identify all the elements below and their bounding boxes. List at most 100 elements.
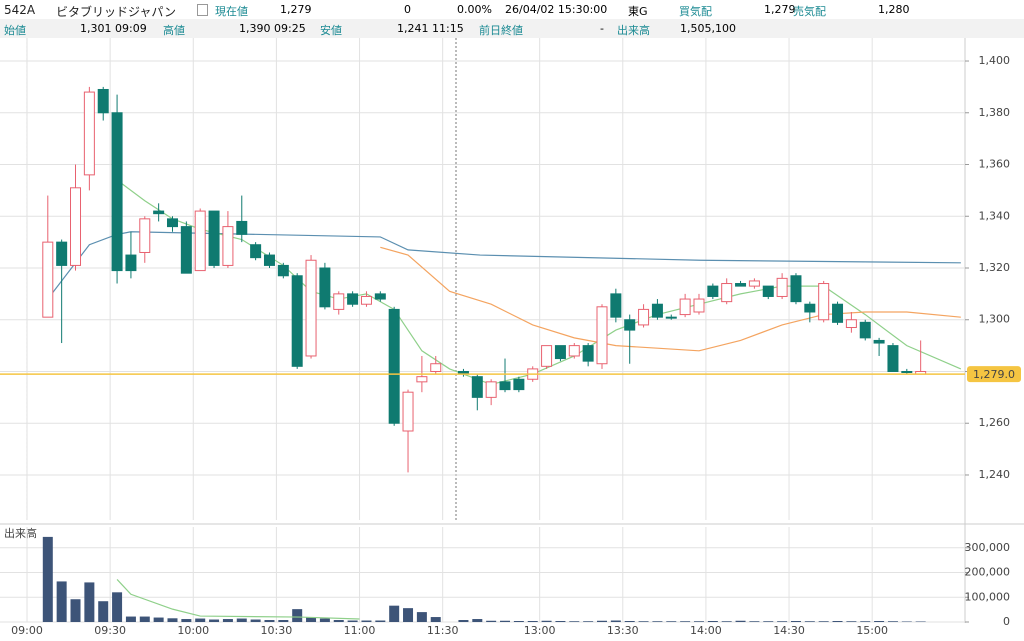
volume-bar [541,620,552,622]
code: 542A [4,3,36,17]
candle-body [56,241,68,266]
candle-body [596,306,608,365]
candle-body [139,218,151,253]
y-tick-label: 1,300 [979,313,1011,326]
candle-body [665,316,677,319]
header: 542A ビタブリッドジャパン 現在値 1,279 0 0.00% 26/04/… [0,0,1024,38]
x-tick-label: 14:00 [690,624,722,637]
x-tick-label: 15:00 [856,624,888,637]
volume-bar [333,620,344,622]
volume-bar [652,621,663,622]
volume-bar [98,601,109,622]
volume-bar [209,619,220,622]
volume-bar [292,609,303,622]
label: 売気配 [793,5,826,18]
volume-bar [139,616,150,622]
line [47,231,961,300]
x-tick-label: 11:00 [344,624,376,637]
volume-bar [721,621,732,622]
candle-body [610,293,622,318]
volume-bar [278,620,289,622]
x-tick-label: 13:00 [524,624,556,637]
volume-bar [804,621,815,622]
x-tick-label: 09:00 [11,624,43,637]
value: - [600,22,604,35]
candle-body [153,210,165,215]
volume-bar [361,620,372,622]
candle-body [832,303,844,323]
volume-bar [846,621,857,622]
y-tick-label: 1,340 [979,209,1011,222]
candle-body [638,308,650,326]
label: 買気配 [679,5,712,18]
panel-title: 出来高 [4,526,37,540]
candle-body [70,187,82,266]
x-tick-label: 14:30 [773,624,805,637]
volume-bar [84,582,95,622]
volume-bar [500,620,511,622]
volume-bar [167,618,178,622]
volume-bar [818,621,829,622]
volume-bar [555,621,566,622]
volume-bar [306,617,317,622]
candle-body [541,345,553,367]
volume-bar [790,621,801,622]
y-tick-label: 1,360 [979,158,1011,171]
candle-body [873,339,885,344]
line [380,246,961,352]
label: 安値 [320,24,342,37]
volume-bar [513,621,524,622]
header-row: 542A ビタブリッドジャパン 現在値 1,279 0 0.00% 26/04/… [0,0,1024,20]
candle-body [845,319,857,329]
candle-body [748,280,760,287]
x-tick-label: 10:00 [177,624,209,637]
candle-body [333,293,345,310]
candle-body [250,244,262,259]
value: 1,505,100 [680,22,736,35]
value: 0.00% [457,3,492,16]
volume-bar [860,621,871,622]
candle-body [291,275,303,367]
candle-body [735,283,747,287]
candle-body [83,91,95,176]
value: 1,390 09:25 [239,22,306,35]
volume-bar [874,621,885,622]
candle-body [388,308,400,424]
line [116,179,962,386]
volume-bar [458,620,469,622]
candle-body [776,277,788,297]
candle-body [194,210,206,272]
y-tick-label: 1,320 [979,261,1011,274]
volume-bar [389,605,400,622]
candle-body [485,381,497,398]
volume-bar [222,619,233,622]
label: 現在値 [215,5,248,18]
candle-body [554,345,566,360]
volume-bar [887,621,898,622]
candle-body [790,275,802,303]
volume-bar [583,621,594,622]
volume-bar [125,616,136,622]
candle-body [582,345,594,362]
value: 東G [628,5,648,18]
volume-bar [236,618,247,622]
candle-body [347,293,359,305]
candle-body [277,264,289,277]
volume-bar [416,612,427,622]
volume-bar [181,619,192,622]
last-price-label: 1,279.0 [973,368,1015,381]
candle-body [416,376,428,383]
candle-body [693,298,705,313]
candle-body [319,267,331,308]
candle-body [263,254,275,266]
value: 1,301 09:09 [80,22,147,35]
label: 始値 [4,24,26,37]
value: 1,279 [280,3,312,16]
candle-body [707,285,719,297]
candle-body [236,220,248,235]
y-tick-label: 200,000 [965,566,1011,579]
volume-bar [777,621,788,622]
candle-body [762,285,774,297]
